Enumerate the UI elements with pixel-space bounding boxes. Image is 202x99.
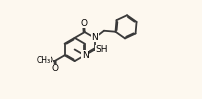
Text: O: O bbox=[45, 56, 52, 65]
Text: N: N bbox=[92, 33, 98, 42]
Text: CH₃: CH₃ bbox=[37, 56, 50, 65]
Text: O: O bbox=[51, 64, 58, 73]
Text: O: O bbox=[81, 19, 88, 28]
Text: SH: SH bbox=[96, 45, 108, 54]
Text: N: N bbox=[82, 51, 89, 60]
